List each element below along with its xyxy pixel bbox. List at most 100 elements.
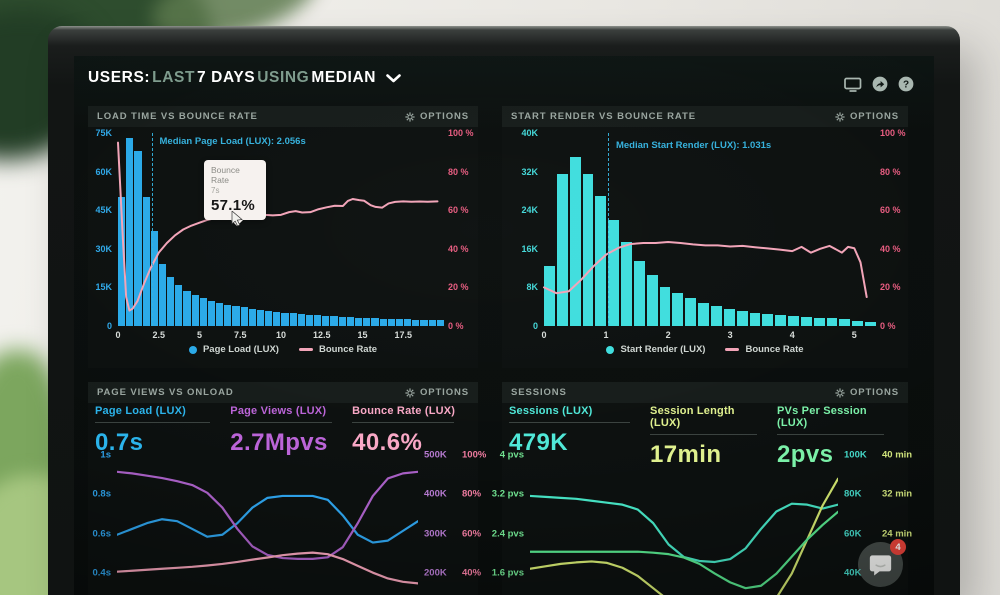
histogram-bar [621,241,632,326]
metric-label: Page Load (LUX) [95,405,187,417]
y-tick-label: 24 min [882,528,913,539]
y-tick-pair: 500K 100% [424,449,486,460]
help-icon[interactable]: ? [898,76,914,92]
panel-title: START RENDER VS BOUNCE RATE [511,111,696,122]
metric-divider [95,422,211,423]
chat-launcher-button[interactable]: 4 [858,539,906,587]
legend-item[interactable]: Start Render (LUX) [606,344,705,355]
y-tick-label: 24K [521,205,538,216]
tooltip-subtitle: 7s [211,186,220,195]
y-tick-label: 100% [462,449,487,461]
y-tick-label: 1s [100,449,111,461]
legend-item[interactable]: Bounce Rate [298,344,377,355]
page-views-line-chart: 1s 0.8s 0.6s 0.4s 500K 100% 400K 80% 300K 60% 200… [93,449,486,595]
legend-dot [606,345,615,354]
page-title: USERS: LAST 7 DAYS USING MEDIAN [88,69,378,87]
metric-label: Session Length (LUX) [650,405,735,429]
share-icon[interactable] [872,76,888,92]
histogram-bar [387,318,395,326]
title-word: USERS: [88,69,151,86]
histogram-bar [314,315,322,326]
gear-icon [405,111,415,122]
histogram-bar [346,317,354,326]
legend-item[interactable]: Page Load (LUX) [188,344,279,355]
y-tick-label: 0 % [880,321,896,331]
options-button[interactable]: OPTIONS [405,387,469,398]
panel-title: LOAD TIME VS BOUNCE RATE [97,111,258,122]
metric-value: 2pvs [777,441,834,468]
y-tick-pair: 200K 40% [424,567,481,578]
metric-label: PVs Per Session (LUX) [777,405,867,429]
x-tick-label: 5 [851,330,857,340]
metric: Page Load (LUX) 0.7s [95,405,230,457]
y-tick-label: 60K [844,528,862,539]
y-tick-label: 200K [424,567,447,579]
line-PVs Per Session (LUX) [530,512,838,588]
histogram-bar [158,264,167,326]
y-tick-label: 4 pvs [499,449,524,461]
panel-sessions: SESSIONS OPTIONS Sessions (LUX) 479K Sessi… [492,382,912,595]
median-label: Median Start Render (LUX): 1.031s [615,140,772,151]
x-tick-label: 0 [115,330,121,340]
tooltip-title: Bounce Rate [211,165,240,185]
histogram-bar [338,316,346,326]
y-tick-label: 32 min [882,488,913,500]
options-button[interactable]: OPTIONS [835,111,899,122]
histogram-bar [839,319,851,326]
y-tick-label: 20 % [448,282,469,293]
histogram-bars [118,133,444,326]
title-word: 7 DAYS [197,69,256,86]
y-tick-label: 30K [95,243,112,254]
panel-title: SESSIONS [511,387,567,398]
histogram-bar [167,277,175,326]
histogram-bar [672,293,684,326]
histogram-bars [544,133,876,326]
histogram-bar [183,291,191,326]
y-tick-label: 8K [526,282,538,293]
y-tick-label: 500K [424,449,447,461]
legend-item[interactable]: Bounce Rate [725,344,804,355]
legend-label: Start Render (LUX) [620,344,706,355]
title-word: MEDIAN [311,69,377,86]
histogram-bar [150,230,158,326]
y-tick-label: 75K [95,128,112,138]
y-tick-label: 3.2 pvs [491,488,524,500]
chart-legend: Page Load (LUX) Bounce Rate [88,344,478,355]
metric-value: 2.7Mpvs [230,429,328,456]
y-tick-label: 100K [844,449,867,461]
metric-value: 40.6% [352,429,423,456]
y-tick-label: 0 [106,321,112,331]
x-tick-label: 10 [275,330,287,340]
panel-page-views-vs-onload: PAGE VIEWS VS ONLOAD OPTIONS Page Load (… [88,382,486,595]
histogram-bar [556,174,568,326]
chat-unread-badge: 4 [890,539,906,555]
y-tick-label: 32K [521,166,538,177]
legend-label: Bounce Rate [745,344,804,355]
options-button[interactable]: OPTIONS [835,387,899,398]
options-button[interactable]: OPTIONS [405,111,469,122]
histogram-bar [142,197,150,326]
chevron-down-icon [386,73,401,82]
histogram-bar [207,300,216,326]
histogram-bar [826,318,838,326]
histogram-bar [297,314,305,326]
median-marker: Median Page Load (LUX): 2.056s [151,133,306,326]
sessions-line-chart: 4 pvs 3.2 pvs 2.4 pvs 1.6 pvs 100K 40 min 80K… [492,449,912,595]
y-tick-label: 100 % [448,128,474,138]
histogram-bar [289,313,297,326]
users-filter-dropdown[interactable]: USERS: LAST 7 DAYS USING MEDIAN [88,69,401,87]
y-axis-right: 100 % 80 % 60 % 40 % 20 % 0 % [878,128,916,331]
histogram-bar [736,310,748,326]
histogram-bar [710,305,722,326]
histogram-bar [800,316,812,326]
y-tick-label: 300K [424,528,447,539]
y-tick-label: 40K [521,128,538,138]
histogram-bar [134,151,142,326]
display-icon[interactable] [844,77,862,92]
line-Session Length (LUX) [530,479,838,595]
x-tick-label: 17.5 [394,330,413,340]
median-label: Median Page Load (LUX): 2.056s [159,136,306,147]
y-tick-label: 0 [532,321,538,331]
y-axis-left: 1s 0.8s 0.6s 0.4s [74,449,117,595]
tooltip-value: 57.1% [211,197,256,214]
